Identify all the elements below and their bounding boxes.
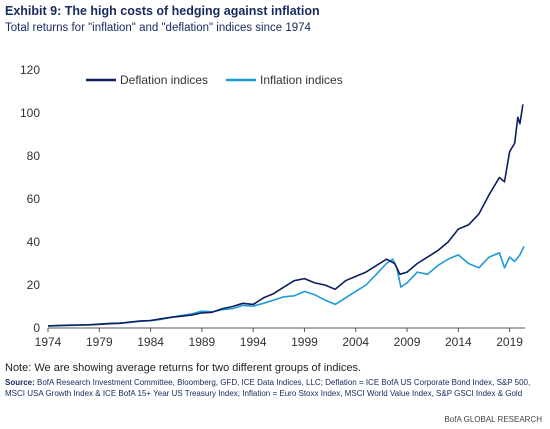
x-tick-label: 1999	[291, 335, 318, 349]
legend: Deflation indices Inflation indices	[86, 73, 343, 87]
source-text: Source: BofA Research Investment Committ…	[5, 377, 545, 399]
y-tick-label: 120	[20, 63, 40, 77]
line-chart: 0 20 40 60 80 100 120 1974 1979 1984 1989 1994 1999…	[20, 63, 525, 349]
series-layer	[47, 104, 525, 327]
x-tick-label: 2004	[342, 335, 369, 349]
y-axis: 0 20 40 60 80 100 120	[20, 63, 40, 335]
y-tick-label: 100	[20, 106, 40, 120]
x-tick-label: 2019	[496, 335, 523, 349]
x-tick-label: 1979	[86, 335, 113, 349]
x-axis: 1974 1979 1984 1989 1994 1999 2004 2009 2014 2019	[35, 327, 525, 349]
x-tick-label: 2014	[445, 335, 472, 349]
y-tick-label: 20	[27, 278, 41, 292]
x-tick-label: 1994	[240, 335, 267, 349]
y-tick-label: 60	[27, 192, 41, 206]
series-line-deflation	[47, 104, 524, 327]
legend-label: Inflation indices	[260, 73, 343, 87]
legend-label: Deflation indices	[120, 73, 208, 87]
chart-subtitle: Total returns for "inflation" and "defla…	[5, 22, 311, 34]
source-label: Source:	[5, 378, 35, 387]
footer-brand: BofA GLOBAL RESEARCH	[444, 415, 542, 424]
chart-note: Note: We are showing average returns for…	[5, 362, 362, 374]
y-tick-label: 40	[27, 235, 41, 249]
x-tick-label: 1984	[137, 335, 164, 349]
chart-title: Exhibit 9: The high costs of hedging aga…	[5, 4, 320, 18]
y-tick-label: 0	[33, 321, 40, 335]
y-tick-label: 80	[27, 149, 41, 163]
source-body: BofA Research Investment Committee, Bloo…	[5, 378, 531, 398]
x-tick-label: 1974	[35, 335, 62, 349]
x-tick-label: 2009	[394, 335, 421, 349]
x-tick-label: 1989	[189, 335, 216, 349]
